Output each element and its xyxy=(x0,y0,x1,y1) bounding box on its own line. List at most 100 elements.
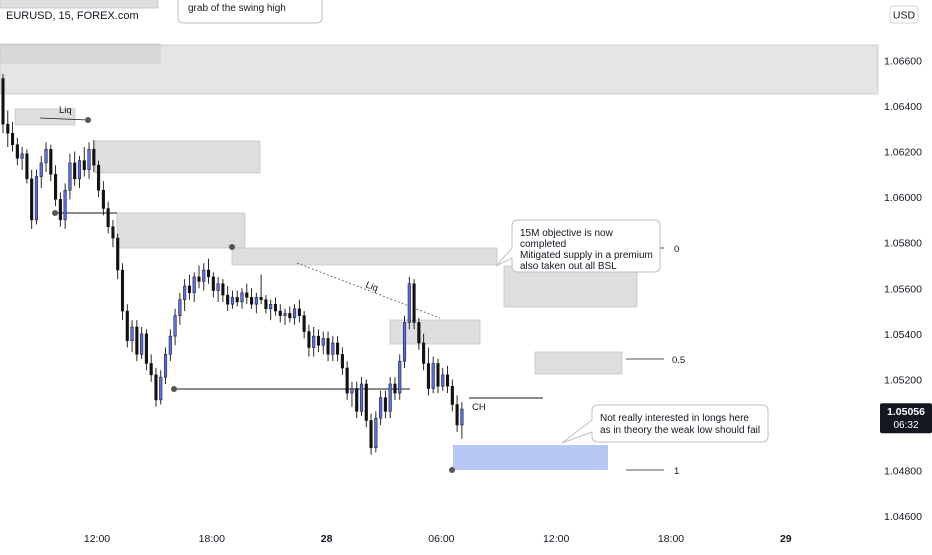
price-tick-label: 1.05600 xyxy=(884,283,922,295)
time-axis[interactable]: 12:00 18:00 28 06:00 12:00 18:00 29 xyxy=(0,528,932,550)
swing-point-marker xyxy=(449,467,455,473)
candle xyxy=(326,331,330,362)
candle xyxy=(336,336,340,362)
liq-label-mid: Liq xyxy=(364,280,380,295)
candle xyxy=(441,368,445,391)
candle-body xyxy=(426,363,430,389)
candle xyxy=(173,308,177,346)
bar-countdown: 06:32 xyxy=(893,420,918,431)
candle xyxy=(283,308,287,325)
candle xyxy=(259,274,263,305)
candle-body xyxy=(82,160,86,171)
candle-body xyxy=(39,162,43,177)
candle xyxy=(135,320,139,362)
candle xyxy=(101,181,105,216)
candle xyxy=(355,381,359,419)
candle-body xyxy=(106,208,110,227)
last-price-tag-background xyxy=(880,403,932,434)
candle xyxy=(178,292,182,325)
price-tick-label: 1.04600 xyxy=(884,511,922,523)
candle xyxy=(417,317,421,350)
candle xyxy=(154,368,158,407)
candle xyxy=(63,183,67,229)
candle-body xyxy=(235,297,239,303)
fib-0-label: 0 xyxy=(674,244,679,255)
candle xyxy=(163,347,168,384)
candle-body xyxy=(455,404,459,426)
candle xyxy=(34,169,39,225)
candle-body xyxy=(54,174,58,200)
candle-body xyxy=(450,386,454,405)
candle-body xyxy=(340,354,344,369)
candle-body xyxy=(15,144,19,159)
time-tick-label: 18:00 xyxy=(199,533,225,545)
candle xyxy=(426,347,430,396)
candle-body xyxy=(34,176,39,221)
time-tick-label: 28 xyxy=(321,533,333,545)
price-axis[interactable]: USD 1.06600 1.06400 1.06200 1.06000 1.05800 1… xyxy=(879,0,932,528)
supply-zone-mid-left xyxy=(94,140,261,174)
candle-body xyxy=(1,78,5,125)
price-tick-label: 1.05400 xyxy=(884,329,922,341)
candle xyxy=(116,233,120,280)
objective-note-line-3: Mitigated supply in a premium xyxy=(520,250,653,261)
candle xyxy=(73,151,77,186)
candle-body xyxy=(269,303,273,310)
candle xyxy=(221,279,225,302)
candle xyxy=(412,279,416,330)
liq-label-left: Liq xyxy=(59,105,72,116)
candle-body xyxy=(140,333,144,355)
candle-body xyxy=(422,342,426,364)
candle-body xyxy=(293,308,297,319)
candle-body xyxy=(388,383,392,412)
price-tick-label: 1.06400 xyxy=(884,101,922,113)
candle xyxy=(159,370,163,405)
longs-note-line-2: as in theory the weak low should fail xyxy=(600,425,760,436)
candle xyxy=(393,377,397,400)
supply-zone-right xyxy=(503,265,638,308)
top-note-text: grab of the swing high xyxy=(188,3,286,14)
candle-body xyxy=(68,162,72,191)
candle-body xyxy=(307,331,311,348)
candle-body xyxy=(417,322,421,344)
candle-body xyxy=(441,374,445,387)
candle-body xyxy=(135,326,139,355)
candle xyxy=(331,336,335,362)
candle xyxy=(197,265,201,289)
candle-body xyxy=(216,283,220,291)
candle-body xyxy=(221,283,225,296)
candle-body xyxy=(97,164,101,191)
candle-body xyxy=(297,308,301,316)
candle xyxy=(144,329,148,371)
candle xyxy=(87,142,91,179)
candle xyxy=(254,292,258,314)
candle xyxy=(250,288,254,309)
objective-note-line-1: 15M objective is now xyxy=(520,228,614,239)
price-tick-label: 1.05200 xyxy=(884,374,922,386)
candle-body xyxy=(92,148,96,166)
longs-note-line-1: Not really interested in longs here xyxy=(600,413,749,424)
candle-body xyxy=(49,148,53,175)
candle xyxy=(6,110,10,147)
candle xyxy=(58,192,62,227)
candle xyxy=(278,304,282,323)
candle xyxy=(436,358,440,394)
candle-body xyxy=(226,294,230,305)
candle-body xyxy=(302,315,306,332)
candle xyxy=(211,272,215,298)
candle-body xyxy=(197,276,201,282)
candle xyxy=(25,149,29,184)
candle-body xyxy=(111,226,115,239)
candle-body xyxy=(163,354,168,378)
candle-body xyxy=(331,342,335,355)
candle-body xyxy=(187,285,191,294)
candle-body xyxy=(364,383,368,421)
candle-body xyxy=(278,310,282,316)
candle-body xyxy=(445,374,450,387)
candle-body xyxy=(183,285,187,300)
currency-badge[interactable] xyxy=(889,5,919,24)
candle xyxy=(1,74,5,134)
swing-point-marker xyxy=(85,117,91,123)
candle-body xyxy=(264,299,268,310)
